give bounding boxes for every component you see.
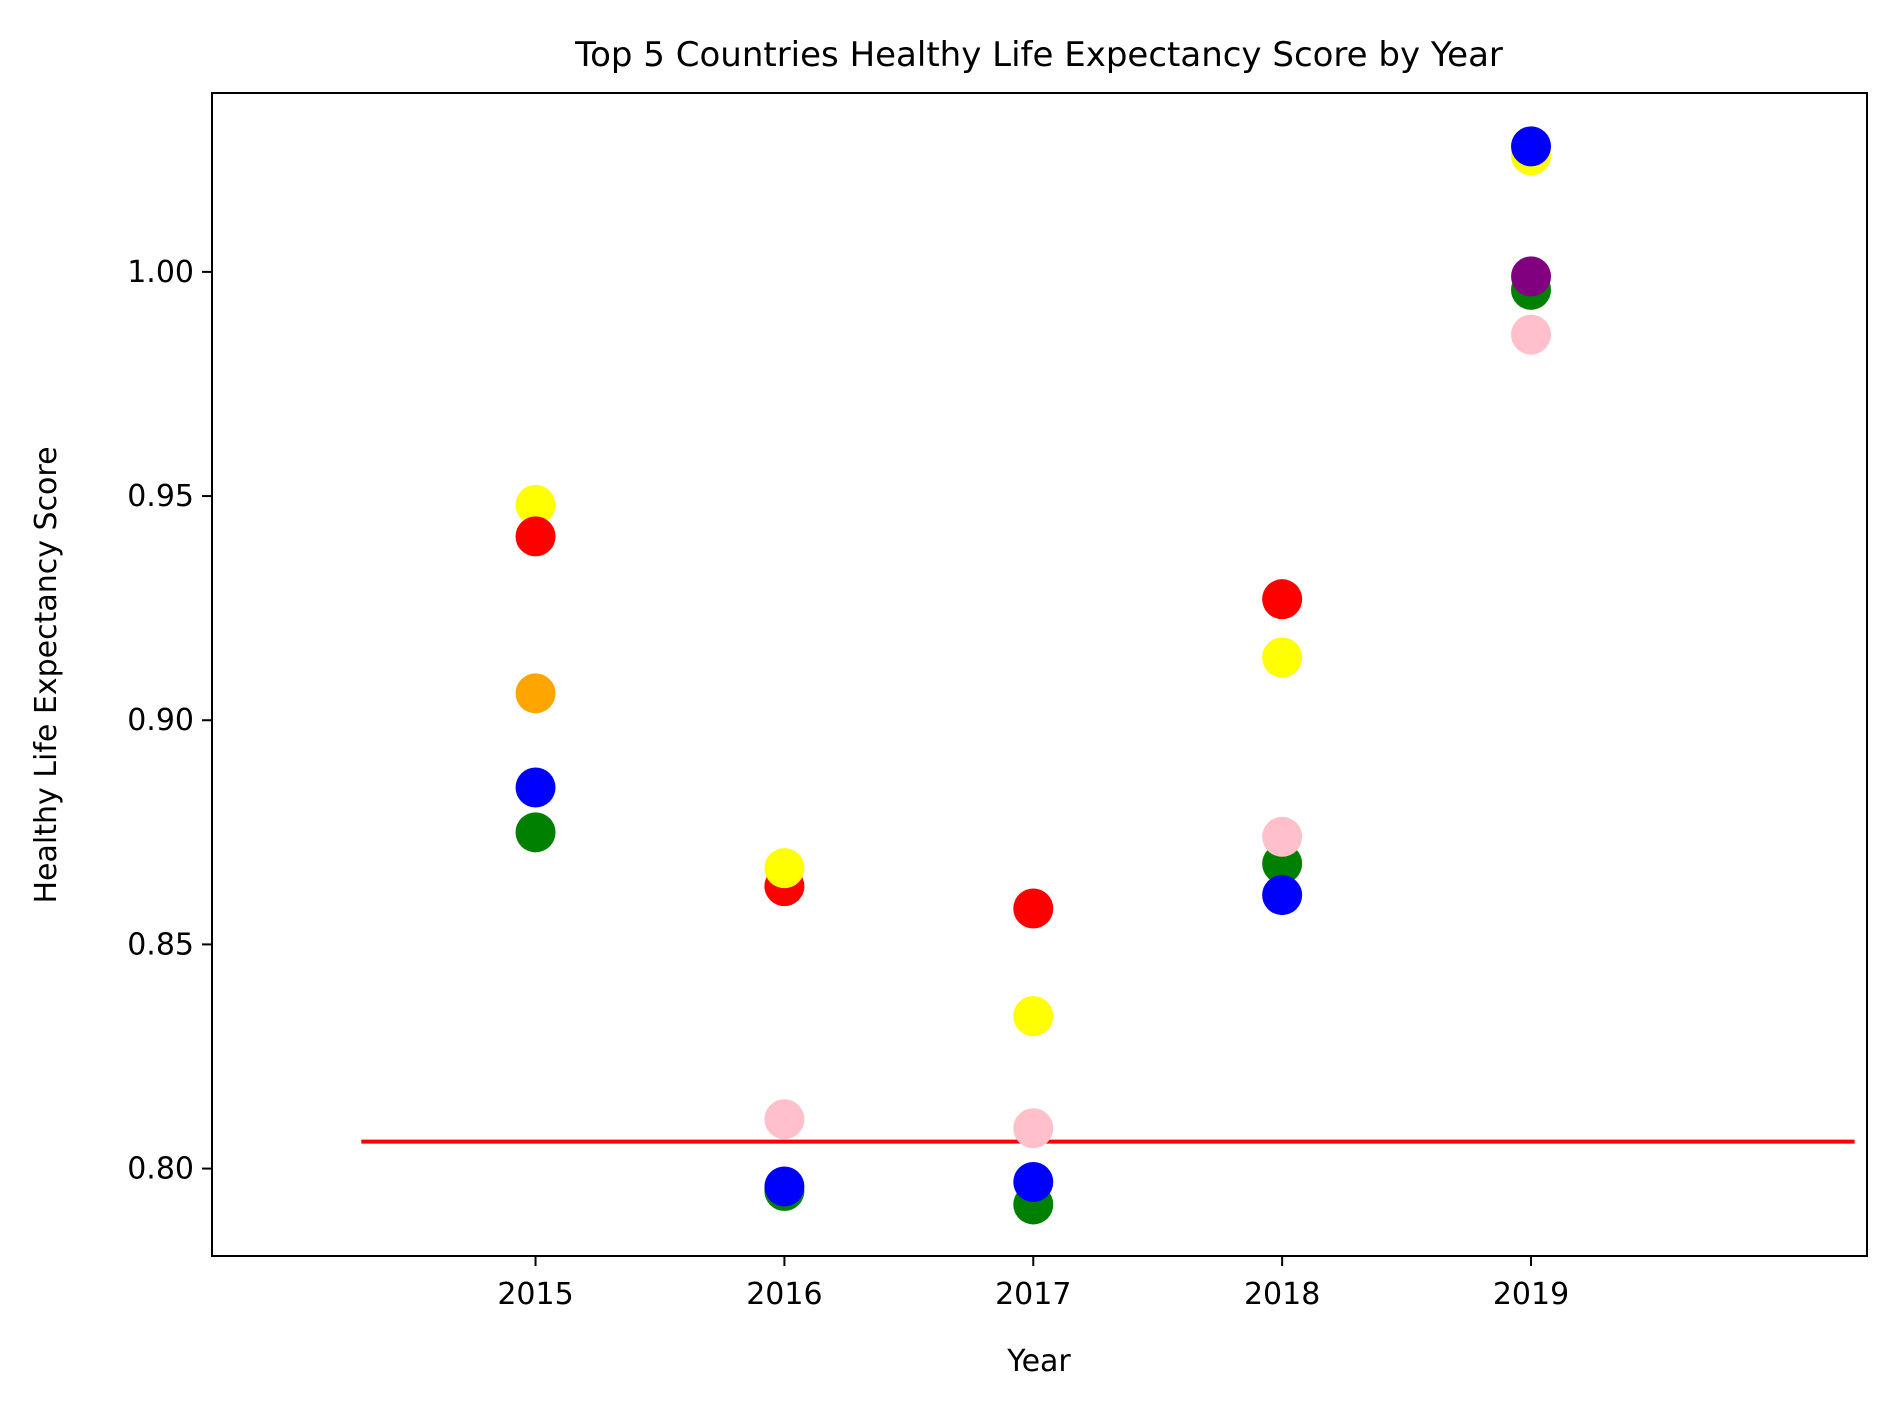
plot-area: [212, 93, 1867, 1256]
data-point-2018-18: [1262, 816, 1303, 857]
data-point-2017-10: [1013, 888, 1054, 929]
data-point-2018-19: [1262, 875, 1303, 916]
data-point-2019-21: [1511, 126, 1552, 167]
data-point-2017-11: [1013, 996, 1054, 1037]
data-point-2016-6: [764, 848, 805, 889]
data-point-2015-4: [515, 812, 556, 853]
y-tick-label-0.95: 0.95: [127, 479, 194, 514]
x-tick-label-2016: 2016: [746, 1277, 822, 1312]
y-tick-label-0.80: 0.80: [127, 1152, 194, 1187]
data-point-2016-9: [764, 1166, 805, 1207]
x-tick-label-2017: 2017: [995, 1277, 1071, 1312]
data-point-2015-3: [515, 767, 556, 808]
y-axis-label: Healthy Life Expectancy Score: [29, 446, 64, 903]
y-axis-ticks: 0.80 0.85 0.90 0.95 1.00: [127, 255, 212, 1187]
x-tick-label-2019: 2019: [1493, 1277, 1569, 1312]
data-points: [515, 126, 1552, 1225]
chart-title: Top 5 Countries Healthy Life Expectancy …: [574, 35, 1503, 75]
y-tick-label-1.00: 1.00: [127, 255, 194, 290]
data-point-2017-14: [1013, 1162, 1054, 1203]
data-point-2016-7: [764, 1099, 805, 1140]
x-tick-label-2015: 2015: [497, 1277, 573, 1312]
data-point-2019-23: [1511, 256, 1552, 297]
data-point-2019-24: [1511, 314, 1552, 355]
data-point-2015-1: [515, 516, 556, 557]
data-point-2018-15: [1262, 579, 1303, 620]
data-point-2015-0: [515, 485, 556, 526]
x-tick-label-2018: 2018: [1244, 1277, 1320, 1312]
x-axis-ticks: 2015 2016 2017 2018 2019: [497, 1256, 1569, 1312]
data-point-2017-12: [1013, 1108, 1054, 1149]
data-point-2015-2: [515, 673, 556, 714]
y-tick-label-0.85: 0.85: [127, 927, 194, 962]
x-axis-label: Year: [1006, 1344, 1071, 1379]
data-point-2018-16: [1262, 637, 1303, 678]
plot-frame: [211, 92, 1868, 1257]
y-tick-label-0.90: 0.90: [127, 703, 194, 738]
